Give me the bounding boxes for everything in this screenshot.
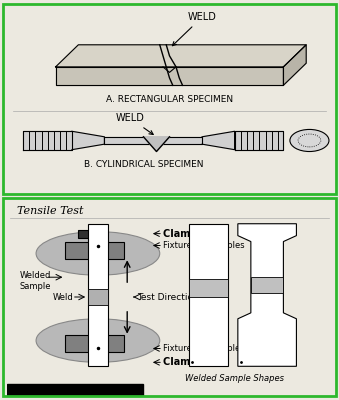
Text: Test Direction: Test Direction bbox=[137, 292, 199, 302]
Bar bbox=[88, 289, 108, 305]
Text: Welded
Sample: Welded Sample bbox=[20, 272, 51, 291]
Bar bbox=[65, 335, 124, 352]
Polygon shape bbox=[72, 131, 104, 150]
Circle shape bbox=[290, 130, 329, 152]
Text: WELD: WELD bbox=[116, 114, 153, 134]
Ellipse shape bbox=[36, 232, 160, 275]
Polygon shape bbox=[251, 277, 283, 293]
Text: Fixture for Samples: Fixture for Samples bbox=[163, 344, 245, 353]
Text: A. RECTANGULAR SPECIMEN: A. RECTANGULAR SPECIMEN bbox=[106, 96, 233, 104]
Polygon shape bbox=[202, 131, 235, 150]
Polygon shape bbox=[104, 137, 202, 144]
Polygon shape bbox=[235, 131, 283, 150]
Text: Welded Sample Shapes: Welded Sample Shapes bbox=[185, 374, 284, 383]
Bar bbox=[78, 230, 104, 238]
Ellipse shape bbox=[36, 319, 160, 362]
Text: Clamp 1: Clamp 1 bbox=[163, 229, 207, 239]
Polygon shape bbox=[283, 45, 306, 85]
Polygon shape bbox=[56, 45, 306, 67]
Text: WELD: WELD bbox=[173, 12, 217, 46]
Text: Weld: Weld bbox=[52, 292, 73, 302]
Bar bbox=[7, 384, 143, 396]
Polygon shape bbox=[56, 67, 283, 85]
Bar bbox=[189, 224, 228, 366]
Text: Fixture for Samples: Fixture for Samples bbox=[163, 241, 245, 250]
Polygon shape bbox=[143, 137, 170, 152]
Bar bbox=[189, 279, 228, 297]
Polygon shape bbox=[23, 131, 72, 150]
Polygon shape bbox=[238, 224, 296, 366]
Text: Clamp 2: Clamp 2 bbox=[163, 357, 207, 367]
Bar bbox=[65, 242, 124, 259]
Bar bbox=[88, 224, 108, 366]
Text: Tensile Test: Tensile Test bbox=[17, 206, 83, 216]
Text: B. CYLINDRICAL SPECIMEN: B. CYLINDRICAL SPECIMEN bbox=[84, 160, 203, 169]
